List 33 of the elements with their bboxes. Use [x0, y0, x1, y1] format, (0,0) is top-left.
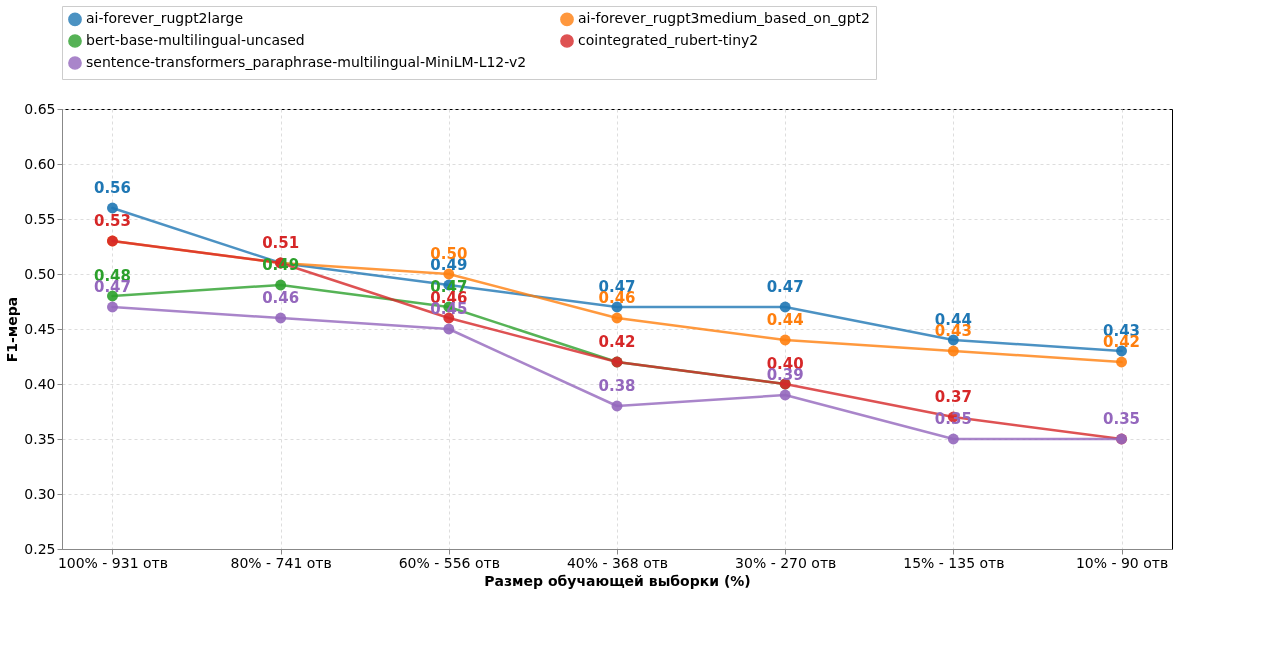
x-tick-label: 30% - 270 отв	[735, 554, 837, 571]
data-label: 0.53	[93, 212, 131, 230]
data-label: 0.51	[262, 234, 300, 252]
y-axis-title: F1-мера	[4, 296, 21, 363]
y-tick-label: 0.65	[24, 100, 56, 117]
legend-label: ai-forever_rugpt3medium_based_on_gpt2	[578, 10, 870, 27]
legend-label: ai-forever_rugpt2large	[86, 10, 244, 27]
y-tick-label: 0.40	[24, 375, 56, 392]
data-label: 0.46	[262, 289, 300, 307]
legend-label: sentence-transformers_paraphrase-multilingual-MiniLM-L12-v2	[86, 54, 527, 70]
data-label: 0.35	[1103, 410, 1141, 428]
legend-label: bert-base-multilingual-uncased	[86, 32, 305, 48]
y-tick-label: 0.25	[24, 540, 56, 557]
y-tick-label: 0.60	[24, 155, 56, 172]
data-label: 0.56	[93, 179, 131, 197]
y-tick-label: 0.45	[24, 320, 56, 337]
x-axis-title: Размер обучающей выборки (%)	[484, 572, 751, 589]
data-label: 0.44	[766, 311, 804, 329]
y-tick-label: 0.55	[24, 210, 56, 227]
data-label: 0.38	[598, 377, 636, 395]
x-tick-label: 10% - 90 отв	[1075, 554, 1169, 571]
legend-label: cointegrated_rubert-tiny2	[578, 32, 759, 48]
data-label: 0.37	[934, 388, 972, 406]
y-tick-label: 0.35	[24, 430, 56, 447]
x-tick-label: 80% - 741 отв	[230, 554, 332, 571]
x-tick-label: 100% - 931 отв	[57, 554, 169, 571]
x-tick-label: 60% - 556 отв	[398, 554, 500, 571]
y-tick-label: 0.50	[24, 265, 56, 282]
x-tick-label: 15% - 135 отв	[903, 554, 1005, 571]
data-label: 0.42	[598, 333, 636, 351]
y-tick-label: 0.30	[24, 485, 56, 502]
data-label: 0.47	[766, 278, 804, 296]
x-tick-label: 40% - 368 отв	[566, 554, 669, 571]
